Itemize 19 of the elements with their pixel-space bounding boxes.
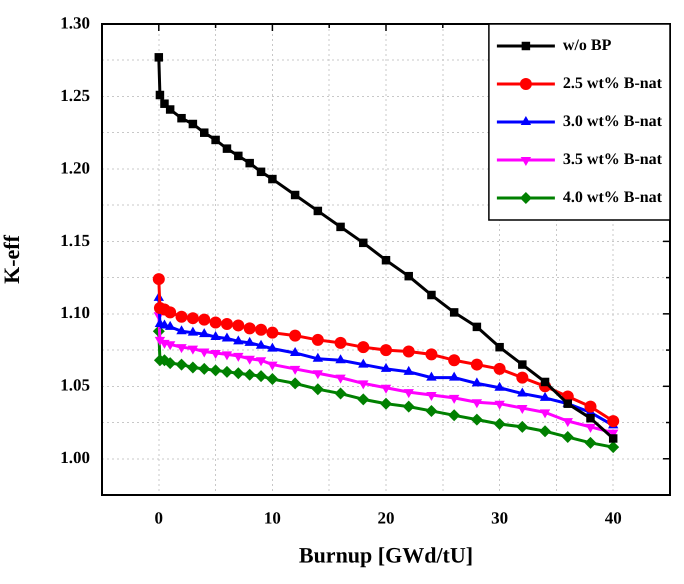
y-tick-label: 1.25 xyxy=(60,86,90,105)
legend-label: 4.0 wt% B-nat xyxy=(562,189,663,206)
y-tick-label: 1.10 xyxy=(60,303,90,322)
x-tick-label: 0 xyxy=(154,508,164,528)
x-tick-label: 10 xyxy=(264,508,281,528)
legend-label: 2.5 wt% B-nat xyxy=(562,75,663,92)
y-tick-label: 1.30 xyxy=(60,13,90,32)
y-tick-label: 1.15 xyxy=(60,230,90,250)
legend-label: 3.0 wt% B-nat xyxy=(562,113,663,130)
x-tick-label: 20 xyxy=(378,508,394,528)
x-axis-title: Burnup [GWd/tU] xyxy=(298,542,474,568)
x-tick-label: 40 xyxy=(604,508,622,528)
x-tick-label: 30 xyxy=(491,508,508,528)
y-tick-label: 1.00 xyxy=(60,448,90,468)
y-tick-label: 1.05 xyxy=(60,376,90,395)
legend-label: w/o BP xyxy=(562,37,612,54)
y-tick-label: 1.20 xyxy=(60,158,90,178)
y-axis-title: K-eff xyxy=(0,234,24,284)
legend-label: 3.5 wt% B-nat xyxy=(562,151,663,168)
